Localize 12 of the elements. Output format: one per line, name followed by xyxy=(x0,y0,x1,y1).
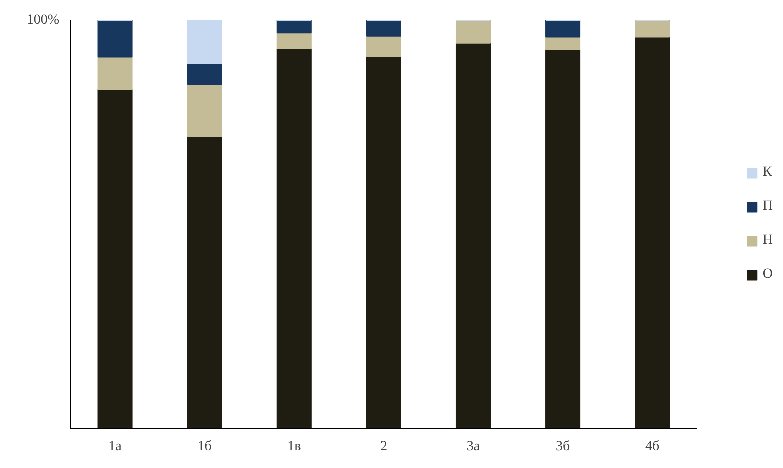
legend-label: О xyxy=(762,267,773,283)
legend-label: П xyxy=(762,199,773,215)
x-tick-label: 1в xyxy=(288,440,302,454)
x-tick-label: 2 xyxy=(380,440,388,454)
x-tick-label: 3а xyxy=(466,440,481,454)
x-tick-label: 1б xyxy=(198,440,212,454)
text: 100% xyxy=(26,13,60,28)
x-tick-label: 4б xyxy=(646,440,660,454)
x-tick-label: 3б xyxy=(556,440,570,454)
x-tick-label: 1а xyxy=(108,440,123,454)
legend-label: Н xyxy=(762,233,773,249)
legend-label: К xyxy=(762,165,773,181)
